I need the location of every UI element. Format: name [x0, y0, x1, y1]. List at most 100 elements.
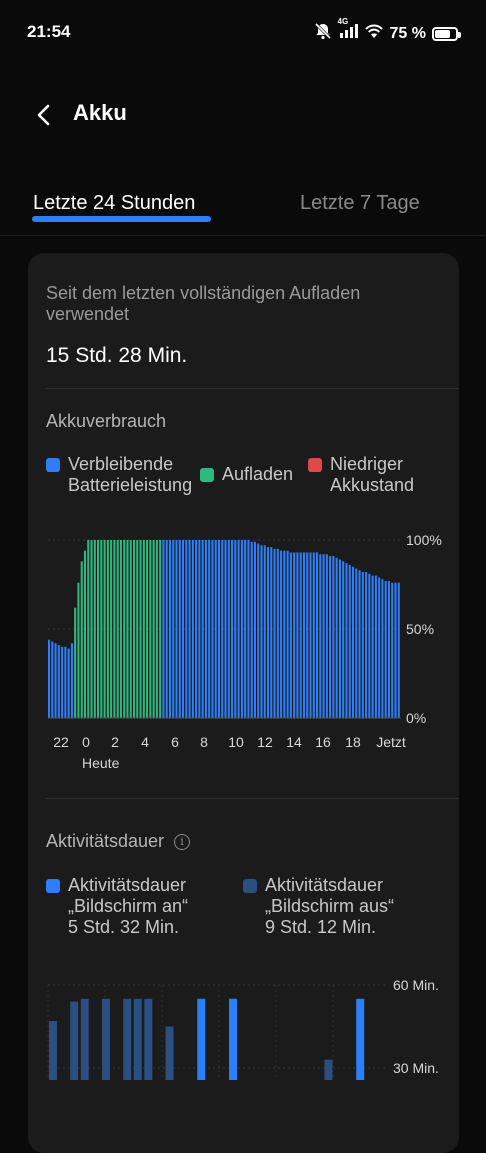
- legend-label: Aufladen: [222, 464, 294, 484]
- tab-divider: [0, 235, 486, 236]
- charging-bar: [139, 540, 142, 718]
- charging-bar: [74, 607, 77, 718]
- x-tick-label: 10: [228, 734, 244, 750]
- remaining-bar: [67, 648, 70, 718]
- legend-charging: Aufladen: [200, 464, 293, 485]
- legend-color-swatch: [200, 468, 214, 482]
- legend-value: 5 Std. 32 Min.: [68, 917, 180, 937]
- x-tick-label: 2: [111, 734, 119, 750]
- legend-label: Verbleibende Batterieleistung: [68, 454, 193, 495]
- remaining-bar: [371, 575, 374, 718]
- charging-bar: [106, 540, 109, 718]
- remaining-bar: [351, 566, 355, 718]
- x-tick-label: 22: [53, 734, 69, 750]
- remaining-bar: [165, 540, 168, 718]
- screen-on-bar: [356, 998, 365, 1080]
- charging-bar: [142, 540, 145, 718]
- charging-bar: [103, 540, 106, 718]
- x-tick-label: 4: [141, 734, 149, 750]
- charging-bar: [77, 582, 80, 718]
- remaining-bar: [266, 547, 270, 718]
- screen-on-bar: [197, 998, 206, 1080]
- back-button[interactable]: [28, 100, 58, 130]
- screen-off-bar: [324, 1059, 333, 1080]
- remaining-bar: [374, 575, 377, 718]
- remaining-bar: [231, 540, 234, 718]
- since-full-charge-label: Seit dem letzten vollständigen Aufladen …: [46, 283, 361, 324]
- remaining-bar: [387, 580, 390, 718]
- bell-muted-icon: [314, 22, 332, 45]
- remaining-bar: [244, 540, 247, 718]
- charging-bar: [149, 540, 152, 718]
- charging-bar: [113, 540, 116, 718]
- remaining-bar: [302, 552, 306, 718]
- remaining-bar: [309, 552, 312, 718]
- remaining-bar: [316, 552, 319, 718]
- remaining-bar: [296, 552, 299, 718]
- charging-bar: [155, 540, 158, 718]
- remaining-bar: [198, 540, 201, 718]
- battery-usage-chart[interactable]: 100% 50% 0% 22 0 2 4 6 8 10 12 14 16 18 Jetzt Heute: [0, 520, 486, 780]
- remaining-bar: [322, 554, 325, 718]
- remaining-bar: [172, 540, 175, 718]
- tab-last-7-days[interactable]: Letzte 7 Tage: [300, 192, 420, 214]
- x-tick-label: 0: [82, 734, 90, 750]
- remaining-bar: [329, 556, 332, 718]
- charging-bar: [159, 540, 162, 718]
- remaining-bar: [217, 540, 221, 718]
- remaining-bar: [208, 540, 211, 718]
- charging-bar: [123, 540, 126, 718]
- since-full-charge-value: 15 Std. 28 Min.: [46, 344, 188, 367]
- remaining-bar: [182, 540, 185, 718]
- remaining-bar: [325, 554, 328, 718]
- remaining-bar: [391, 582, 394, 718]
- remaining-bar: [260, 545, 263, 718]
- screen-off-bar: [133, 998, 142, 1080]
- active-tab-indicator: [32, 216, 211, 222]
- remaining-bar: [312, 552, 315, 718]
- legend-color-swatch: [46, 879, 60, 893]
- screen-off-bar: [49, 1020, 57, 1080]
- remaining-bar: [188, 540, 191, 718]
- charging-bar: [93, 540, 96, 718]
- remaining-bar: [342, 561, 345, 718]
- battery-card: [28, 253, 459, 1153]
- charging-bar: [100, 540, 103, 718]
- y-tick-label: 60 Min.: [393, 977, 439, 993]
- screen-on-bar: [229, 998, 238, 1080]
- remaining-bar: [394, 582, 397, 718]
- y-tick-label: 50%: [406, 621, 434, 637]
- legend-label: Aktivitätsdauer „Bildschirm aus“: [265, 875, 395, 916]
- network-type-label: 4G: [337, 17, 349, 26]
- remaining-bar: [253, 541, 256, 718]
- x-tick-label: 18: [345, 734, 361, 750]
- divider: [46, 798, 459, 799]
- charging-bar: [90, 540, 93, 718]
- info-icon[interactable]: i: [174, 833, 191, 850]
- remaining-bar: [280, 550, 283, 718]
- y-tick-label: 0%: [406, 710, 426, 726]
- screen-off-bar: [144, 998, 153, 1080]
- charging-bar: [119, 540, 122, 718]
- charging-bar: [152, 540, 155, 718]
- remaining-bar: [240, 540, 243, 718]
- chevron-left-icon: [37, 104, 50, 126]
- divider: [46, 388, 459, 389]
- remaining-bar: [195, 540, 198, 718]
- screen-off-bar: [80, 998, 89, 1080]
- charging-bar: [136, 540, 139, 718]
- screen-off-bar: [165, 1026, 174, 1080]
- charging-bar: [116, 540, 119, 718]
- remaining-bar: [365, 572, 368, 718]
- tab-last-24-hours[interactable]: Letzte 24 Stunden: [33, 192, 196, 214]
- signal-icon: 4G: [338, 17, 358, 44]
- x-tick-label: 16: [315, 734, 331, 750]
- activity-duration-chart[interactable]: 60 Min. 30 Min.: [0, 965, 486, 1080]
- wifi-icon: [364, 23, 384, 44]
- y-tick-label: 30 Min.: [393, 1060, 439, 1076]
- x-sub-label: Heute: [82, 755, 120, 771]
- charging-bar: [126, 540, 129, 718]
- charging-bar: [146, 540, 149, 718]
- remaining-bar: [250, 541, 253, 718]
- status-icons: 4G 75 %: [314, 17, 461, 45]
